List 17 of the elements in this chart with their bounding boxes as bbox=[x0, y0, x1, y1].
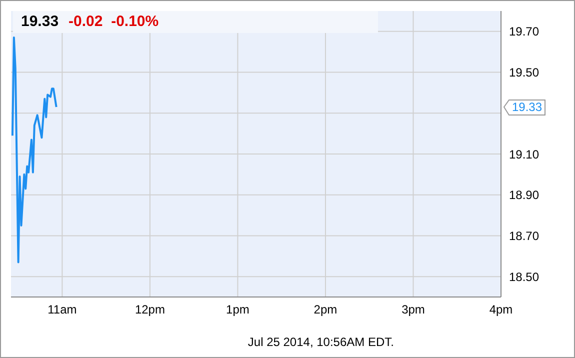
x-tick-label: 4pm bbox=[489, 302, 513, 317]
y-tick-label: 19.50 bbox=[509, 66, 540, 80]
y-tick-label: 18.50 bbox=[509, 270, 540, 284]
x-tick-label: 12pm bbox=[134, 302, 165, 317]
chart-title: 19.33 bbox=[21, 13, 59, 30]
y-tick-label: 18.90 bbox=[509, 188, 540, 202]
x-tick-label: 11am bbox=[48, 302, 77, 317]
chart-subtitle: -0.02 -0.10% bbox=[68, 13, 159, 30]
x-tick-label: 3pm bbox=[402, 302, 425, 317]
x-tick-label: 2pm bbox=[314, 302, 338, 317]
line-series bbox=[11, 36, 58, 264]
x-tick-label: 1pm bbox=[226, 302, 250, 317]
y-tick-label: 18.70 bbox=[509, 228, 540, 243]
text: 19.33 bbox=[512, 100, 542, 114]
y-tick-label: 19.10 bbox=[509, 147, 540, 162]
text: Jul 25 2014, 10:56AM EDT. bbox=[248, 335, 394, 349]
y-tick-label: 19.70 bbox=[509, 24, 540, 39]
